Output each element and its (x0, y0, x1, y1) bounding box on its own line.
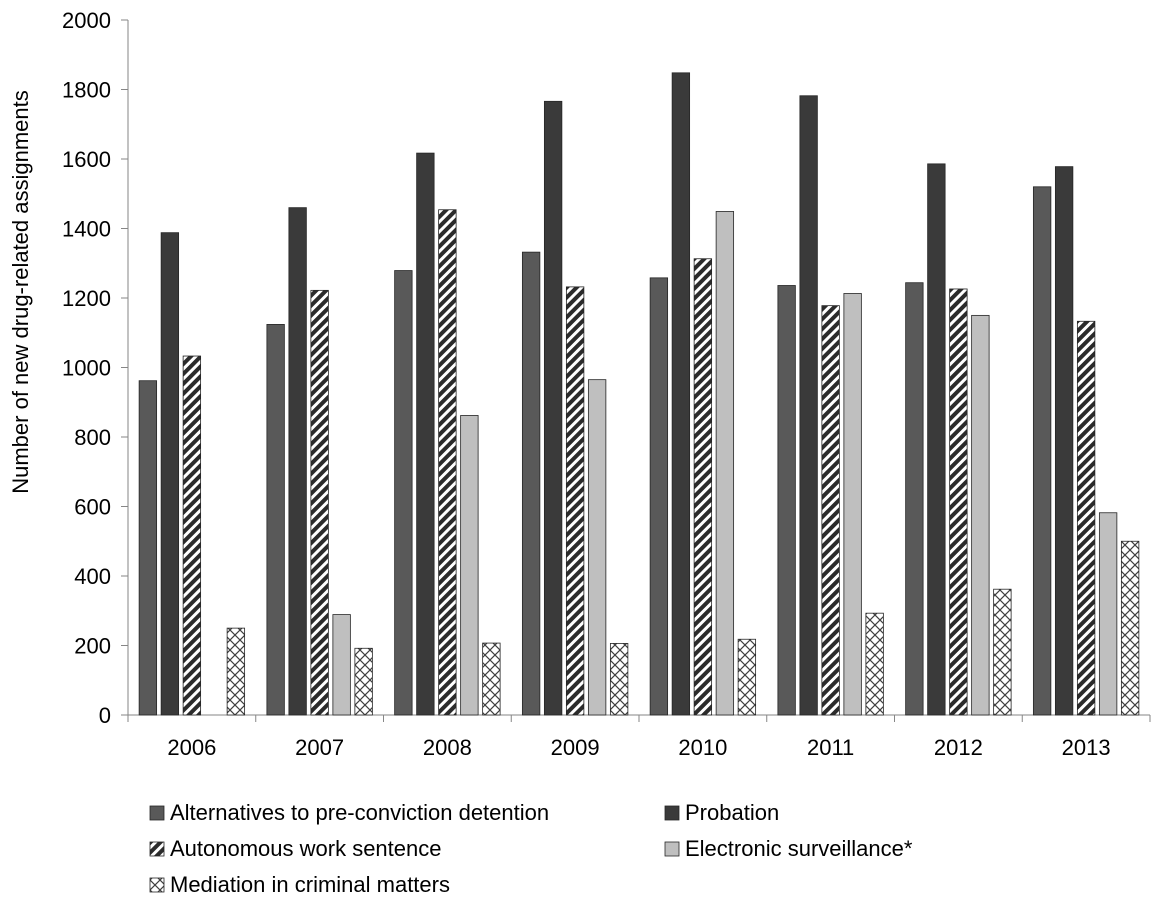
x-tick-label: 2008 (423, 735, 472, 760)
y-tick-label: 1400 (62, 217, 111, 242)
bar (1076, 320, 1096, 716)
bar (521, 251, 541, 716)
bar (715, 211, 735, 716)
bar (460, 415, 479, 716)
y-tick-label: 600 (74, 495, 111, 520)
bar (737, 638, 757, 716)
legend-label: Mediation in criminal matters (170, 872, 450, 897)
bar (543, 100, 563, 716)
bar (927, 163, 946, 716)
y-tick-label: 200 (74, 634, 111, 659)
y-tick-label: 2000 (62, 8, 111, 33)
bar (1098, 512, 1118, 716)
bar (971, 314, 990, 716)
y-tick-label: 0 (99, 703, 111, 728)
bar (160, 232, 180, 716)
bars-layer (138, 72, 1140, 716)
bar (843, 293, 862, 716)
tick-labels-layer: 0 200 400 600 800 1000 1200 1400 1600 1800 2000 200… (62, 8, 1111, 760)
x-tick-label: 2007 (295, 735, 344, 760)
y-tick-label: 1800 (62, 78, 111, 103)
legend-swatch (149, 877, 165, 893)
x-tick-label: 2006 (167, 735, 216, 760)
legend-label: Autonomous work sentence (170, 836, 442, 861)
y-tick-label: 1600 (62, 147, 111, 172)
bar (394, 270, 413, 716)
bar (865, 612, 884, 716)
bar (799, 95, 818, 716)
bar (609, 643, 629, 716)
bar (138, 380, 158, 716)
x-tick-label: 2011 (807, 735, 854, 760)
bar (266, 324, 285, 716)
y-tick-label: 1000 (62, 356, 111, 381)
bar (332, 614, 351, 716)
bar (182, 355, 202, 716)
bar (949, 288, 968, 716)
bar (565, 286, 585, 716)
bar (1032, 186, 1052, 716)
bar (671, 72, 691, 716)
bar (993, 588, 1012, 716)
bar (416, 152, 435, 716)
bar (587, 379, 607, 716)
bar (226, 627, 246, 716)
x-tick-label: 2009 (551, 735, 600, 760)
legend-swatch (664, 841, 680, 857)
bar (482, 642, 501, 716)
legend-swatch (149, 805, 165, 821)
y-tick-label: 1200 (62, 286, 111, 311)
bar (905, 282, 924, 716)
bar (649, 277, 669, 716)
x-tick-label: 2010 (678, 735, 727, 760)
legend-swatch (664, 805, 680, 821)
y-axis-title: Number of new drug-related assignments (8, 90, 33, 494)
bar (354, 647, 373, 716)
y-tick-label: 400 (74, 564, 111, 589)
legend-label: Electronic surveillance* (685, 836, 913, 861)
legend-label: Alternatives to pre-conviction detention (170, 800, 549, 825)
y-tick-label: 800 (74, 425, 111, 450)
bar (777, 285, 796, 716)
x-tick-label: 2012 (934, 735, 983, 760)
bar (693, 258, 713, 716)
bar (821, 305, 840, 716)
bar (438, 209, 457, 716)
x-tick-label: 2013 (1062, 735, 1111, 760)
bar (1120, 540, 1140, 716)
bar (1054, 166, 1074, 716)
bar (310, 289, 329, 716)
legend: Alternatives to pre-conviction detention… (149, 800, 913, 897)
legend-swatch (149, 841, 165, 857)
bar (288, 207, 307, 716)
legend-label: Probation (685, 800, 779, 825)
